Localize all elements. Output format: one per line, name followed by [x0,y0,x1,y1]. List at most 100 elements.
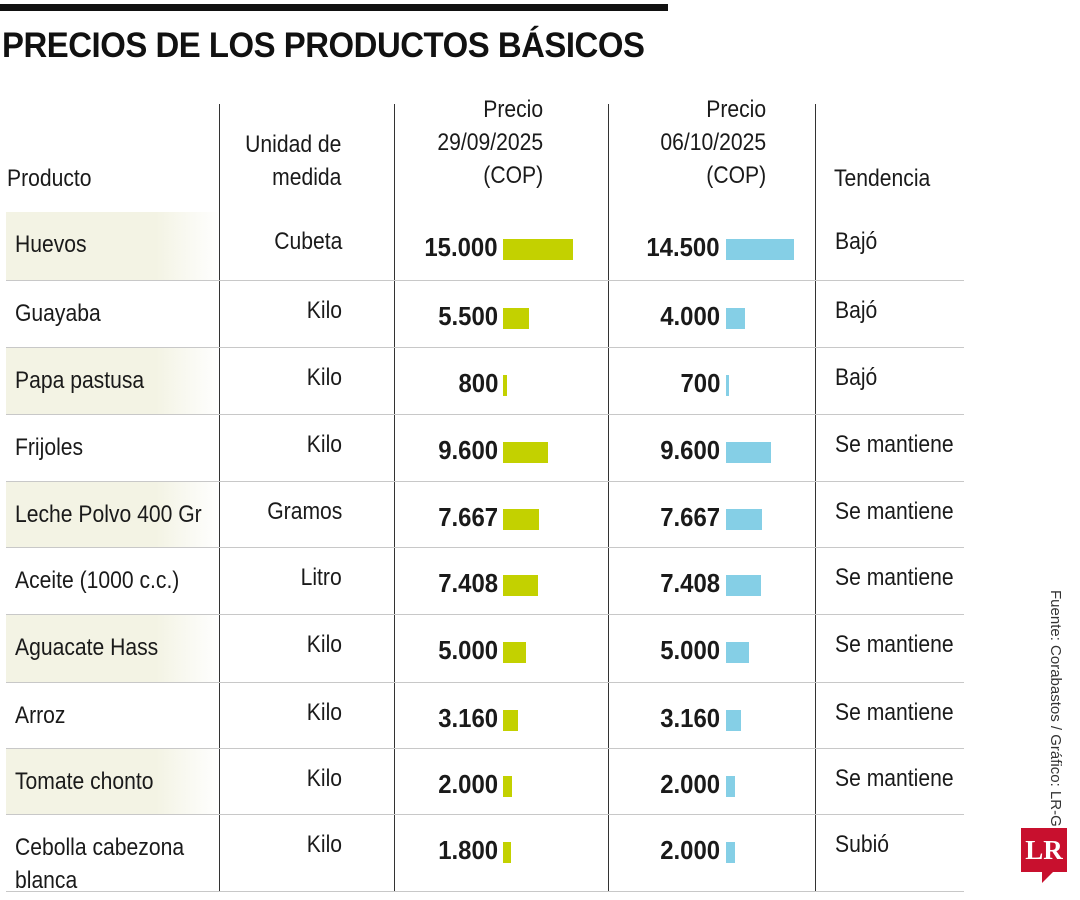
trend-label: Se mantiene [835,498,954,525]
chart-title: PRECIOS DE LOS PRODUCTOS BÁSICOS [2,26,645,65]
bar-price-29-09-2025 [503,239,573,260]
price-06-10-2025: 4.000 [660,301,720,331]
price-06-10-2025: 700 [680,368,720,398]
bar-price-29-09-2025 [503,375,507,396]
price-29-09-2025: 7.667 [438,502,498,532]
bar-price-29-09-2025 [503,842,512,863]
table-row: Arroz Kilo 3.160 3.160 Se mantiene [6,683,964,749]
price-29-09-2025: 15.000 [424,232,498,262]
trend-label: Bajó [835,228,878,255]
header-price2-line3: (COP) [706,162,766,189]
trend-label: Se mantiene [835,431,954,458]
unit-of-measure: Kilo [306,765,342,792]
price-29-09-2025: 3.160 [438,703,498,733]
header-price2: Precio 06/10/2025 (COP) [660,93,766,192]
trend-label: Subió [835,831,890,858]
price-29-09-2025: 7.408 [438,568,498,598]
price-06-10-2025: 14.500 [646,232,720,262]
product-name: Guayaba [15,300,101,327]
product-name: Huevos [15,231,87,258]
table-row: Huevos Cubeta 15.000 14.500 Bajó [6,212,964,281]
header-price1-line1: Precio [483,96,543,123]
header-product-text: Producto [7,165,92,192]
header-product: Producto [7,162,92,195]
bar-price-29-09-2025 [503,442,548,463]
price-29-09-2025: 1.800 [438,835,498,865]
bar-price-06-10-2025 [726,776,736,797]
lr-logo: LR [1021,828,1067,872]
product-name: Frijoles [15,434,84,461]
bar-price-06-10-2025 [726,308,745,329]
trend-label: Se mantiene [835,564,954,591]
bar-price-06-10-2025 [726,642,750,663]
header-price2-line2: 06/10/2025 [660,129,766,156]
unit-of-measure: Litro [300,564,342,591]
unit-of-measure: Kilo [306,699,342,726]
price-06-10-2025: 2.000 [660,835,720,865]
product-name: Papa pastusa [15,367,145,394]
bar-price-29-09-2025 [503,308,529,329]
bar-price-29-09-2025 [503,509,539,530]
top-rule [0,4,668,11]
header-trend: Tendencia [834,162,930,195]
header-unit-line2: medida [271,164,341,191]
unit-of-measure: Kilo [306,831,342,858]
price-29-09-2025: 5.000 [438,635,498,665]
unit-of-measure: Kilo [306,297,342,324]
table-row: Leche Polvo 400 Gr Gramos 7.667 7.667 Se man… [6,482,964,548]
trend-label: Bajó [835,364,878,391]
table-row: Frijoles Kilo 9.600 9.600 Se mantiene [6,415,964,482]
unit-of-measure: Kilo [306,631,342,658]
column-divider [608,104,609,891]
column-divider [394,104,395,891]
bar-price-06-10-2025 [726,710,741,731]
header-price1-line3: (COP) [483,162,543,189]
unit-of-measure: Kilo [306,364,342,391]
lr-logo-tail [1042,871,1054,883]
header-unit: Unidad de medida [245,128,341,194]
bar-price-29-09-2025 [503,776,513,797]
trend-label: Se mantiene [835,699,954,726]
header-price1: Precio 29/09/2025 (COP) [437,93,543,192]
product-name: Tomate chonto [15,768,154,795]
table-row: Guayaba Kilo 5.500 4.000 Bajó [6,281,964,348]
product-name: Aceite (1000 c.c.) [15,567,180,594]
unit-of-measure: Gramos [266,498,342,525]
bar-price-29-09-2025 [503,642,527,663]
bar-price-06-10-2025 [726,842,736,863]
price-29-09-2025: 9.600 [438,435,498,465]
price-06-10-2025: 5.000 [660,635,720,665]
table-row: Cebolla cabezona blanca Kilo 1.800 2.000 Sub… [6,815,964,894]
price-06-10-2025: 9.600 [660,435,720,465]
bar-price-06-10-2025 [726,239,794,260]
table-row: Aguacate Hass Kilo 5.000 5.000 Se mantiene [6,615,964,683]
column-divider [815,104,816,891]
header-unit-line1: Unidad de [244,131,341,158]
product-name: Cebolla cabezona blanca [15,834,185,894]
bar-price-06-10-2025 [726,375,730,396]
source-note: Fuente: Corabastos / Gráfico: LR-GR [1047,590,1064,838]
price-29-09-2025: 2.000 [438,769,498,799]
bar-price-06-10-2025 [726,509,762,530]
table-row: Aceite (1000 c.c.) Litro 7.408 7.408 Se mant… [6,548,964,615]
price-29-09-2025: 800 [458,368,498,398]
trend-label: Se mantiene [835,631,954,658]
trend-label: Bajó [835,297,878,324]
price-29-09-2025: 5.500 [438,301,498,331]
unit-of-measure: Cubeta [273,228,342,255]
bar-price-06-10-2025 [726,442,771,463]
header-price2-line1: Precio [706,96,766,123]
header-price1-line2: 29/09/2025 [437,129,543,156]
product-name: Arroz [15,702,66,729]
table-row: Tomate chonto Kilo 2.000 2.000 Se mantiene [6,749,964,815]
bar-price-29-09-2025 [503,575,538,596]
unit-of-measure: Kilo [306,431,342,458]
product-name: Aguacate Hass [15,634,159,661]
price-06-10-2025: 7.408 [660,568,720,598]
table-row: Papa pastusa Kilo 800 700 Bajó [6,348,964,415]
bar-price-29-09-2025 [503,710,518,731]
trend-label: Se mantiene [835,765,954,792]
price-06-10-2025: 7.667 [660,502,720,532]
price-06-10-2025: 2.000 [660,769,720,799]
bar-price-06-10-2025 [726,575,761,596]
